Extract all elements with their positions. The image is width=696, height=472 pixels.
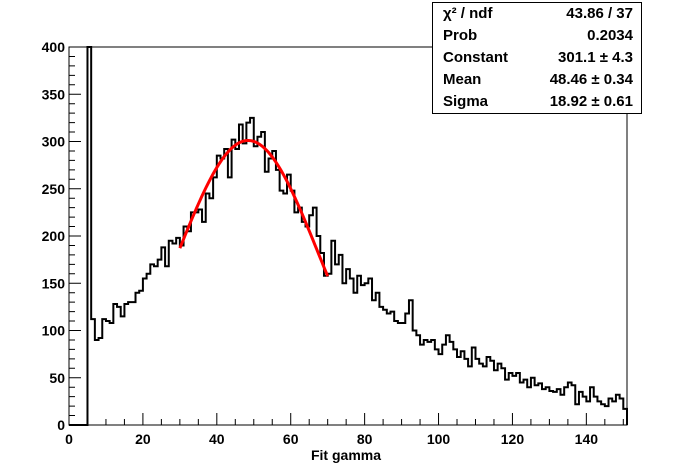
x-tick-label: 140 [575, 431, 599, 447]
x-tick-label: 40 [209, 431, 225, 447]
stats-value: 301.1 ± 4.3 [558, 49, 633, 66]
histogram-line [69, 46, 628, 426]
stats-label: Prob [443, 27, 478, 44]
y-tick-label: 250 [42, 181, 66, 197]
x-tick-label: 120 [501, 431, 525, 447]
stats-row-constant: Constant 301.1 ± 4.3 [443, 47, 633, 69]
x-tick-label: 0 [65, 431, 73, 447]
y-tick-label: 100 [42, 323, 66, 339]
stats-value: 18.92 ± 0.61 [549, 93, 633, 110]
y-tick-label: 150 [42, 275, 66, 291]
x-tick-label: 60 [283, 431, 299, 447]
fit-stats-box: χ² / ndf 43.86 / 37 Prob 0.2034 Constant… [432, 2, 642, 114]
stats-row-mean: Mean 48.46 ± 0.34 [443, 69, 633, 91]
stats-row-prob: Prob 0.2034 [443, 25, 633, 47]
stats-label: Sigma [443, 93, 489, 110]
stats-value: 43.86 / 37 [566, 5, 633, 22]
y-tick-label: 0 [57, 417, 65, 433]
x-axis-title: Fit gamma [311, 447, 381, 463]
stats-row-chi2: χ² / ndf 43.86 / 37 [443, 3, 633, 25]
y-tick-label: 300 [42, 134, 66, 150]
stats-label: Constant [443, 49, 508, 66]
stats-row-sigma: Sigma 18.92 ± 0.61 [443, 91, 633, 113]
x-tick-label: 80 [357, 431, 373, 447]
gaussian-fit [178, 138, 330, 277]
y-tick-label: 50 [49, 370, 65, 386]
y-tick-label: 400 [42, 39, 66, 55]
stats-label: Mean [443, 71, 482, 88]
x-tick-label: 100 [427, 431, 451, 447]
y-tick-label: 350 [42, 86, 66, 102]
stats-value: 0.2034 [587, 27, 633, 44]
histogram [69, 46, 628, 426]
fit-curve [178, 138, 330, 277]
axis-ticks: 0 50 100 150 200 250 300 350 400 0 20 40 60 80 100 120 1… [42, 39, 624, 447]
stats-label: χ² / ndf [443, 5, 493, 22]
stats-value: 48.46 ± 0.34 [549, 71, 633, 88]
y-tick-label: 200 [42, 228, 66, 244]
x-tick-label: 20 [135, 431, 151, 447]
